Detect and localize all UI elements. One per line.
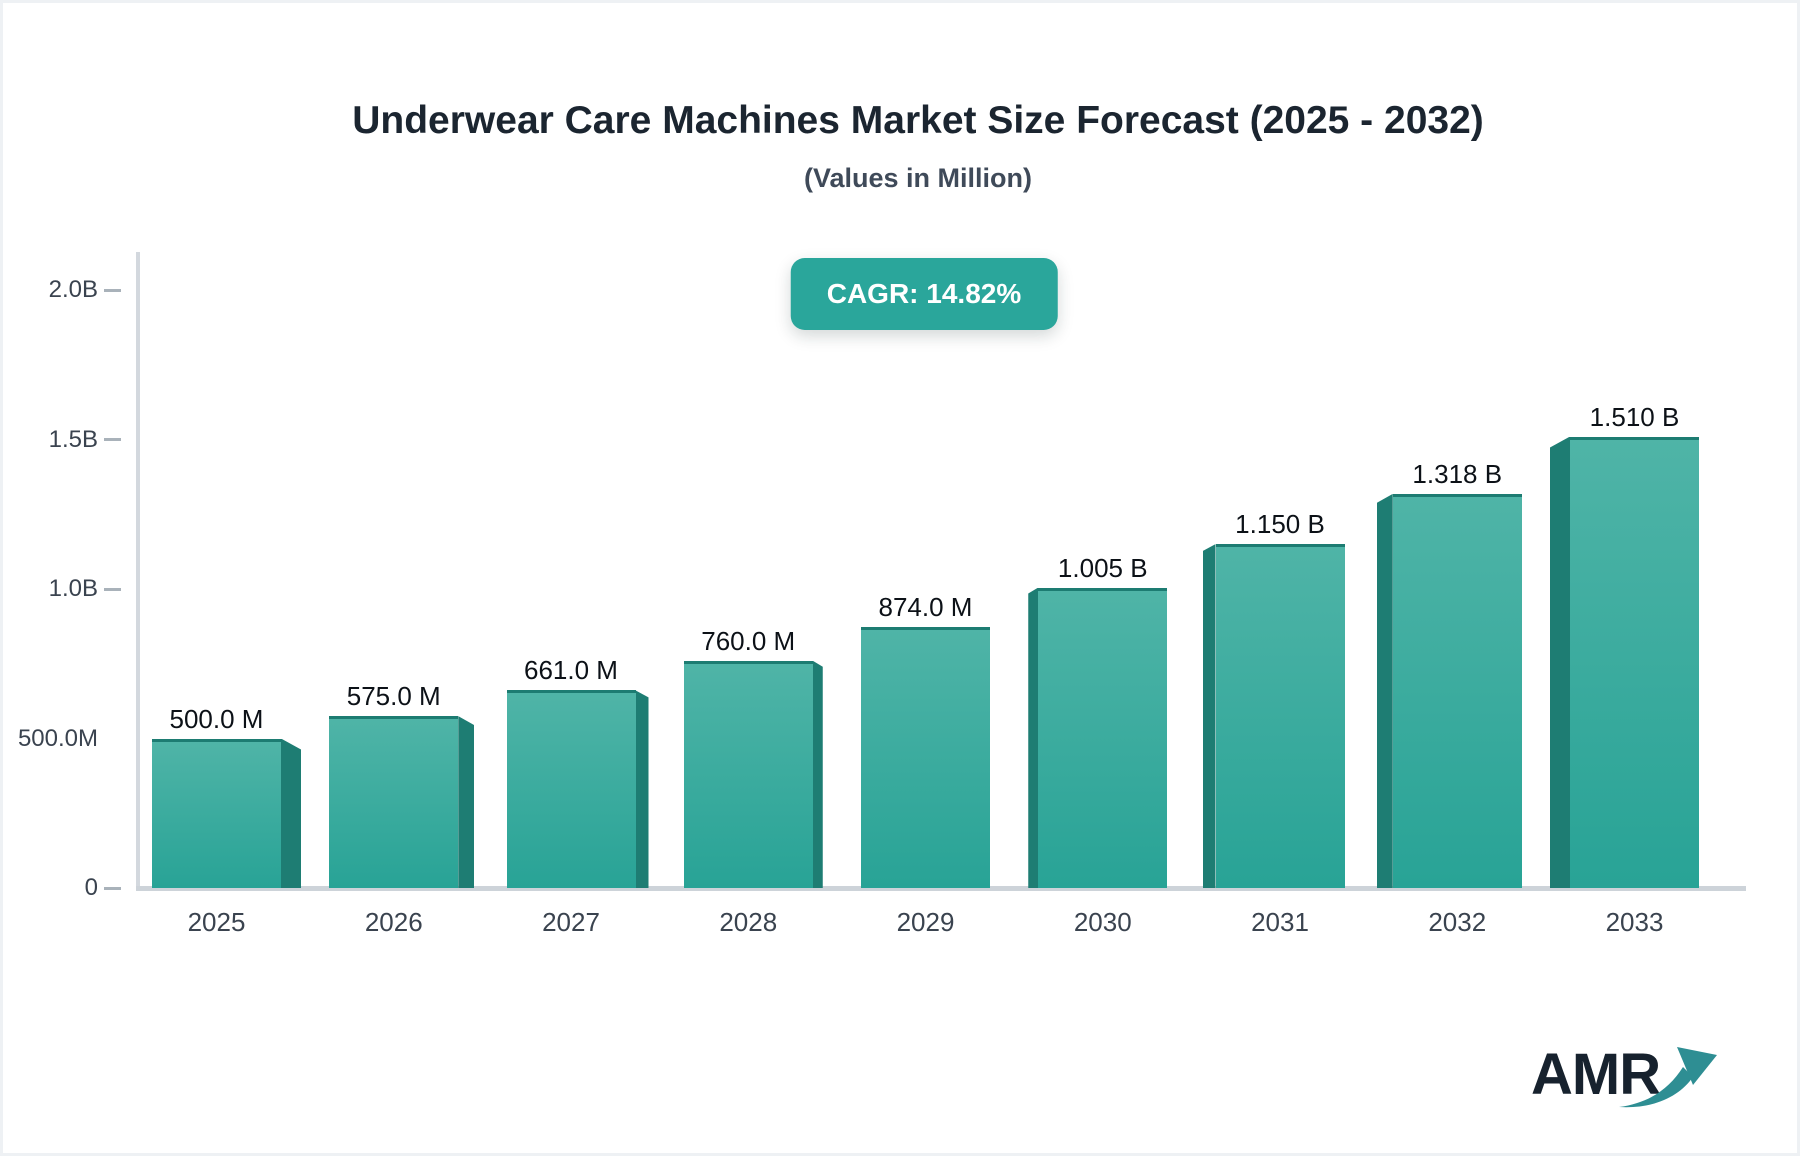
chart-subtitle: (Values in Million) <box>803 163 1033 193</box>
bar-2026 <box>329 716 459 888</box>
y-tick-dash-2 <box>104 587 121 591</box>
y-tick-dash-0 <box>104 288 121 292</box>
bar-value-label-2026: 575.0 M <box>346 681 441 712</box>
bar-value-label-2028: 760.0 M <box>701 625 796 656</box>
bar-2029 <box>861 626 990 888</box>
bar-side-face-2033 <box>1550 436 1570 888</box>
x-tick-label-2030: 2030 <box>1073 907 1132 937</box>
bar-side-face-2032 <box>1376 493 1393 888</box>
bar-value-label-2029: 874.0 M <box>878 591 973 622</box>
y-tick-label-2: 1.0B <box>48 575 98 602</box>
bar-side-face-2025 <box>281 738 301 888</box>
x-tick-label-2029: 2029 <box>896 907 955 937</box>
x-tick-label-2033: 2033 <box>1605 907 1664 937</box>
bar-value-label-2031: 1.150 B <box>1235 509 1325 540</box>
bar-side-face-2028 <box>812 660 823 888</box>
y-tick-label-0: 2.0B <box>48 276 98 303</box>
bar-value-label-2033: 1.510 B <box>1589 401 1680 432</box>
y-axis-line <box>136 252 140 890</box>
x-tick-label-2028: 2028 <box>719 907 778 937</box>
x-tick-label-2027: 2027 <box>542 907 600 937</box>
amr-logo-text: AMR <box>1531 1042 1661 1107</box>
x-tick-label-2025: 2025 <box>187 907 246 937</box>
bar-2028 <box>683 660 813 888</box>
bar-2025 <box>152 738 281 888</box>
bar-2033 <box>1570 436 1699 888</box>
bar-2032 <box>1392 493 1522 888</box>
amr-logo: AMR <box>1531 1041 1721 1117</box>
x-axis-line <box>136 886 1746 891</box>
bar-side-face-2027 <box>635 690 649 888</box>
bar-value-label-2027: 661.0 M <box>524 655 618 686</box>
x-tick-label-2026: 2026 <box>364 907 423 937</box>
growth-arrow-icon <box>1619 1047 1717 1108</box>
x-tick-label-2031: 2031 <box>1251 907 1309 937</box>
cagr-badge: CAGR: 14.82% <box>790 258 1058 330</box>
bar-side-face-2030 <box>1028 587 1039 888</box>
y-tick-label-1: 1.5B <box>48 425 98 453</box>
x-tick-label-2032: 2032 <box>1428 907 1487 937</box>
bar-2030 <box>1038 587 1168 888</box>
bar-value-label-2030: 1.005 B <box>1057 552 1148 583</box>
y-tick-dash-1 <box>104 438 121 441</box>
bar-2027 <box>506 690 636 888</box>
bar-2031 <box>1215 544 1345 888</box>
y-tick-label-3: 500.0M <box>17 724 98 752</box>
y-tick-label-4: 0 <box>84 874 98 901</box>
chart-title: Underwear Care Machines Market Size Fore… <box>352 99 1484 142</box>
bar-side-face-2026 <box>458 716 475 888</box>
bar-value-label-2032: 1.318 B <box>1412 458 1503 489</box>
bar-value-label-2025: 500.0 M <box>169 703 264 734</box>
bar-side-face-2031 <box>1202 544 1216 888</box>
y-tick-dash-4 <box>104 886 121 890</box>
